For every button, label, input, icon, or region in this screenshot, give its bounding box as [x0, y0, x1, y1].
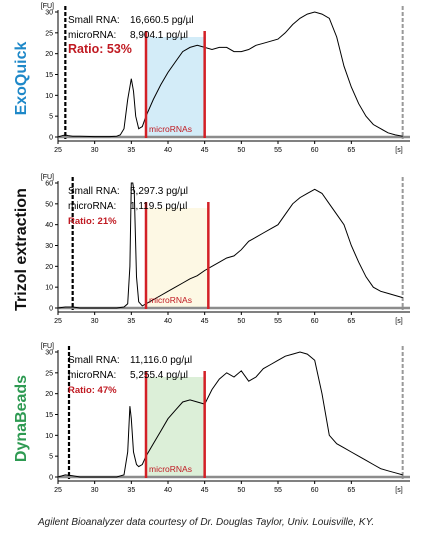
figure-credit: Agilent Bioanalyzer data courtesy of Dr.…	[38, 517, 375, 528]
x-tick-label: 50	[237, 487, 245, 494]
x-tick-label: 55	[274, 487, 282, 494]
x-tick-label: 40	[164, 487, 172, 494]
x-tick-label: 35	[127, 487, 135, 494]
x-tick-label: 55	[274, 318, 282, 325]
y-tick-label: 10	[45, 285, 53, 292]
x-tick-label: 25	[54, 487, 62, 494]
x-tick-label: 30	[91, 318, 99, 325]
x-tick-label: 45	[201, 318, 209, 325]
ratio-label: Ratio: 47%	[68, 385, 117, 396]
region-label: microRNAs	[149, 124, 192, 134]
x-unit-label: [s]	[395, 318, 402, 325]
microrna-region-fill	[146, 208, 209, 308]
x-tick-label: 30	[91, 147, 99, 154]
y-tick-label: 0	[49, 135, 53, 142]
ratio-label: Ratio: 21%	[68, 216, 117, 227]
y-tick-label: 25	[45, 370, 53, 377]
y-tick-label: 40	[45, 222, 53, 229]
region-label: microRNAs	[149, 464, 192, 474]
y-tick-label: 0	[49, 475, 53, 482]
microrna-region-fill	[146, 377, 205, 477]
x-tick-label: 65	[347, 487, 355, 494]
x-tick-label: 45	[201, 147, 209, 154]
y-tick-label: 5	[49, 454, 53, 461]
y-tick-label: 25	[45, 30, 53, 37]
small-rna-label: Small RNA:	[68, 355, 120, 366]
y-tick-label: 10	[45, 433, 53, 440]
electropherogram-trace	[57, 182, 403, 309]
x-tick-label: 40	[164, 147, 172, 154]
x-tick-label: 35	[127, 147, 135, 154]
x-unit-label: [s]	[395, 487, 402, 494]
y-tick-label: 5	[49, 114, 53, 121]
x-tick-label: 25	[54, 147, 62, 154]
y-unit-label: [FU]	[41, 343, 54, 350]
y-tick-label: 20	[45, 391, 53, 398]
microrna-label: microRNA:	[68, 201, 116, 212]
x-tick-label: 40	[164, 318, 172, 325]
y-tick-label: 50	[45, 201, 53, 208]
region-label: microRNAs	[149, 295, 192, 305]
y-tick-label: 15	[45, 412, 53, 419]
small-rna-value: 11,116.0 pg/µl	[130, 355, 192, 366]
x-tick-label: 55	[274, 147, 282, 154]
x-tick-label: 60	[311, 147, 319, 154]
y-tick-label: 30	[45, 10, 53, 17]
microrna-value: 5,255.4 pg/µl	[130, 370, 188, 381]
electropherogram-trace	[57, 11, 403, 138]
y-tick-label: 20	[45, 51, 53, 58]
method-title: DynaBeads	[13, 375, 30, 462]
small-rna-label: Small RNA:	[68, 186, 120, 197]
x-tick-label: 50	[237, 318, 245, 325]
x-unit-label: [s]	[395, 147, 402, 154]
x-tick-label: 50	[237, 147, 245, 154]
x-tick-label: 35	[127, 318, 135, 325]
y-tick-label: 30	[45, 243, 53, 250]
small-rna-value: 5,297.3 pg/µl	[130, 186, 188, 197]
microrna-label: microRNA:	[68, 370, 116, 381]
microrna-region-fill	[146, 37, 205, 137]
x-tick-label: 65	[347, 318, 355, 325]
y-tick-label: 20	[45, 264, 53, 271]
y-tick-label: 0	[49, 306, 53, 313]
x-tick-label: 60	[311, 487, 319, 494]
method-title: Trizol extraction	[13, 188, 30, 311]
ratio-label: Ratio: 53%	[68, 42, 132, 56]
y-tick-label: 10	[45, 93, 53, 100]
y-unit-label: [FU]	[41, 174, 54, 181]
microrna-label: microRNA:	[68, 30, 116, 41]
method-title: ExoQuick	[13, 42, 30, 116]
y-tick-label: 15	[45, 72, 53, 79]
y-tick-label: 30	[45, 350, 53, 357]
small-rna-label: Small RNA:	[68, 15, 120, 26]
electropherogram-trace	[57, 351, 403, 478]
microrna-value: 8,904.1 pg/µl	[130, 30, 188, 41]
x-tick-label: 65	[347, 147, 355, 154]
small-rna-value: 16,660.5 pg/µl	[130, 15, 194, 26]
x-tick-label: 25	[54, 318, 62, 325]
y-unit-label: [FU]	[41, 3, 54, 10]
x-tick-label: 45	[201, 487, 209, 494]
y-tick-label: 60	[45, 181, 53, 188]
microrna-value: 1,119.5 pg/µl	[130, 201, 187, 212]
x-tick-label: 60	[311, 318, 319, 325]
x-tick-label: 30	[91, 487, 99, 494]
